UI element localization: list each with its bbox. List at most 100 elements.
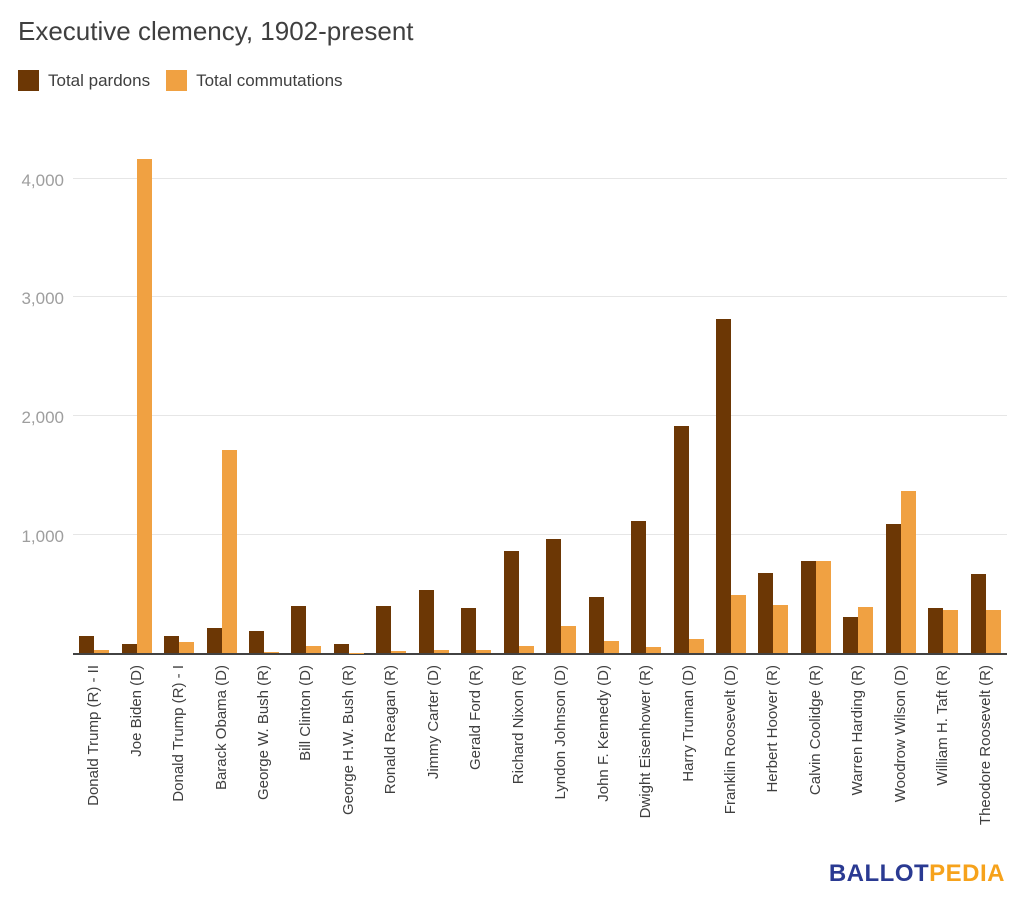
- bar-group: [965, 150, 1007, 653]
- commutations-bar[interactable]: [561, 626, 577, 653]
- gridline-2000: [73, 414, 1007, 416]
- commutations-bar[interactable]: [391, 651, 407, 653]
- pardons-bar[interactable]: [928, 607, 944, 653]
- pardons-bar[interactable]: [418, 589, 434, 653]
- commutations-bar[interactable]: [773, 605, 789, 653]
- pardons-bar[interactable]: [503, 550, 519, 653]
- y-tick-label-3000: 3,000: [21, 289, 64, 309]
- pardons-bar[interactable]: [631, 521, 647, 653]
- x-tick-cell: Richard Nixon (R): [498, 665, 540, 860]
- bar-group: [710, 150, 752, 653]
- bar-group: [455, 150, 497, 653]
- bar-group: [115, 150, 157, 653]
- commutations-bar[interactable]: [603, 641, 619, 653]
- legend-item-pardons: Total pardons: [18, 70, 150, 91]
- x-tick-cell: Woodrow Wilson (D): [880, 665, 922, 860]
- x-tick-label: Ronald Reagan (R): [382, 665, 400, 795]
- commutations-bar[interactable]: [985, 609, 1001, 653]
- pardons-bar[interactable]: [164, 635, 180, 653]
- pardons-bar[interactable]: [206, 627, 222, 653]
- x-tick-label: Calvin Coolidge (R): [806, 665, 824, 796]
- bar-group: [625, 150, 667, 653]
- x-tick-cell: Franklin Roosevelt (D): [710, 665, 752, 860]
- x-tick-cell: Barack Obama (D): [200, 665, 242, 860]
- x-tick-cell: Donald Trump (R) - I: [158, 665, 200, 860]
- pardons-bar[interactable]: [673, 426, 689, 653]
- pardons-bar[interactable]: [291, 606, 307, 653]
- commutations-bar[interactable]: [476, 650, 492, 653]
- commutations-bar[interactable]: [943, 610, 959, 653]
- bar-group: [158, 150, 200, 653]
- x-tick-label: Herbert Hoover (R): [764, 665, 782, 793]
- y-tick-label-4000: 4,000: [21, 170, 64, 190]
- x-tick-label: Joe Biden (D): [127, 665, 145, 757]
- bar-group: [922, 150, 964, 653]
- bar-group: [243, 150, 285, 653]
- y-tick-label-1000: 1,000: [21, 526, 64, 546]
- x-axis-labels: Donald Trump (R) - II Joe Biden (D) Donald…: [73, 665, 1007, 860]
- x-tick-cell: Dwight Eisenhower (R): [625, 665, 667, 860]
- logo-pedia-text: PEDIA: [929, 860, 1005, 887]
- commutations-bar[interactable]: [518, 645, 534, 653]
- x-tick-label: George W. Bush (R): [255, 665, 273, 801]
- bar-group: [285, 150, 327, 653]
- plot-area: [73, 150, 1007, 655]
- gridline-1000: [73, 533, 1007, 535]
- x-tick-label: Donald Trump (R) - I: [170, 665, 188, 802]
- commutations-bar[interactable]: [221, 449, 237, 653]
- commutations-bar[interactable]: [858, 607, 874, 653]
- pardons-bar[interactable]: [970, 573, 986, 653]
- x-tick-label: Richard Nixon (R): [509, 665, 527, 785]
- commutations-bar[interactable]: [433, 649, 449, 653]
- pardons-swatch: [18, 70, 39, 91]
- bar-group: [498, 150, 540, 653]
- y-axis-labels: 1,000 2,000 3,000 4,000: [0, 150, 64, 655]
- pardons-bar[interactable]: [79, 636, 95, 653]
- bar-group: [328, 150, 370, 653]
- commutations-bar[interactable]: [306, 645, 322, 653]
- x-tick-label: Warren Harding (R): [849, 665, 867, 796]
- commutations-bar[interactable]: [688, 639, 704, 653]
- bar-group: [540, 150, 582, 653]
- bar-group: [582, 150, 624, 653]
- x-tick-cell: William H. Taft (R): [922, 665, 964, 860]
- bar-group: [413, 150, 455, 653]
- commutations-bar[interactable]: [646, 647, 662, 653]
- legend: Total pardons Total commutations: [18, 70, 343, 91]
- y-tick-label-2000: 2,000: [21, 407, 64, 427]
- pardons-bar[interactable]: [333, 644, 349, 653]
- pardons-bar[interactable]: [376, 606, 392, 653]
- x-tick-label: Barack Obama (D): [212, 665, 230, 791]
- bar-group: [880, 150, 922, 653]
- chart-title: Executive clemency, 1902-present: [18, 16, 414, 46]
- x-tick-label: Bill Clinton (D): [297, 665, 315, 761]
- commutations-bar[interactable]: [900, 491, 916, 653]
- pardons-bar[interactable]: [461, 607, 477, 653]
- commutations-bar[interactable]: [94, 650, 110, 653]
- x-tick-cell: Donald Trump (R) - II: [73, 665, 115, 860]
- bar-group: [73, 150, 115, 653]
- commutations-bar[interactable]: [264, 651, 280, 653]
- pardons-bar[interactable]: [121, 643, 137, 653]
- pardons-bar[interactable]: [588, 597, 604, 653]
- x-tick-label: Gerald Ford (R): [467, 665, 485, 771]
- x-tick-cell: Bill Clinton (D): [285, 665, 327, 860]
- commutations-bar[interactable]: [815, 561, 831, 653]
- x-tick-label: Franklin Roosevelt (D): [722, 665, 740, 815]
- pardons-bar[interactable]: [800, 561, 816, 653]
- pardons-bar[interactable]: [249, 630, 265, 653]
- commutations-bar[interactable]: [136, 159, 152, 653]
- pardons-bar[interactable]: [716, 318, 732, 653]
- x-tick-label: Woodrow Wilson (D): [891, 665, 909, 803]
- x-tick-label: Lyndon Johnson (D): [552, 665, 570, 800]
- pardons-bar[interactable]: [843, 617, 859, 653]
- pardons-bar[interactable]: [546, 539, 562, 653]
- pardons-bar[interactable]: [758, 573, 774, 653]
- commutations-bar[interactable]: [179, 641, 195, 653]
- x-tick-cell: Jimmy Carter (D): [413, 665, 455, 860]
- commutations-bar[interactable]: [731, 595, 747, 653]
- ballotpedia-logo: BALLOTPEDIA: [829, 860, 1005, 888]
- bar-group: [795, 150, 837, 653]
- bar-group: [752, 150, 794, 653]
- pardons-bar[interactable]: [885, 524, 901, 653]
